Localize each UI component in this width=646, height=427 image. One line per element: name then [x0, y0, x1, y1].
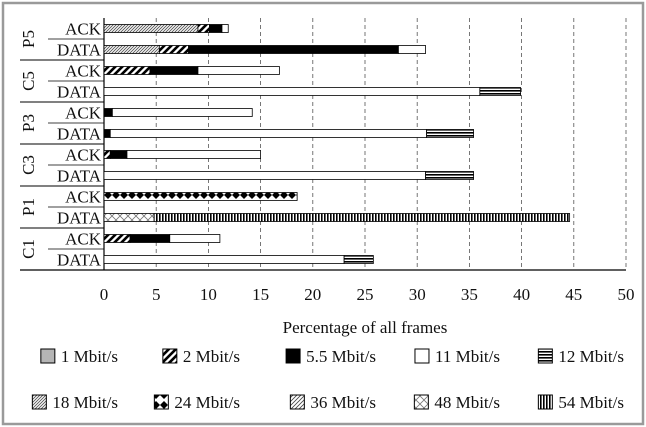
- bar-segment: [221, 24, 229, 33]
- legend-swatch: [153, 394, 169, 410]
- bar-segment: [109, 129, 427, 138]
- bar-segment: [169, 234, 221, 243]
- group-label: P3: [19, 114, 38, 132]
- legend-swatch: [31, 394, 47, 410]
- legend-swatch: [414, 348, 430, 364]
- bar-segment: [197, 66, 280, 75]
- bar-label: ACK: [65, 188, 102, 207]
- legend-label: 2 Mbit/s: [183, 347, 240, 366]
- x-tick-label: 15: [252, 285, 269, 304]
- x-axis-label: Percentage of all frames: [283, 318, 448, 337]
- legend-swatch: [40, 348, 56, 364]
- legend-label: 12 Mbit/s: [558, 347, 624, 366]
- legend-swatch: [162, 348, 178, 364]
- bar-segment: [103, 255, 345, 264]
- bar-label: ACK: [65, 20, 102, 39]
- bar-segment: [197, 24, 210, 33]
- x-tick-label: 40: [513, 285, 530, 304]
- legend-label: 54 Mbit/s: [558, 393, 624, 412]
- bar-segment: [111, 108, 253, 117]
- legend-label: 1 Mbit/s: [61, 347, 118, 366]
- bar-label: ACK: [65, 62, 102, 81]
- x-tick-label: 30: [409, 285, 426, 304]
- bar-segment: [209, 24, 223, 33]
- bar-segment: [188, 45, 399, 54]
- bar-segment: [103, 66, 151, 75]
- bar-segment: [479, 87, 521, 96]
- bar-label: DATA: [57, 83, 102, 102]
- legend-label: 48 Mbit/s: [434, 393, 500, 412]
- legend-label: 36 Mbit/s: [310, 393, 376, 412]
- legend-swatch: [289, 394, 305, 410]
- group-label: P5: [19, 30, 38, 48]
- legend-label: 5.5 Mbit/s: [306, 347, 376, 366]
- bar-label: ACK: [65, 104, 102, 123]
- legend-swatch: [537, 394, 553, 410]
- group-label: C3: [19, 155, 38, 175]
- bar-label: ACK: [65, 146, 102, 165]
- bar-label: DATA: [57, 209, 102, 228]
- bar-label: DATA: [57, 251, 102, 270]
- bar-segment: [153, 213, 571, 222]
- legend-label: 18 Mbit/s: [52, 393, 118, 412]
- bar-segment: [103, 171, 426, 180]
- bar-segment: [426, 129, 474, 138]
- x-tick-label: 20: [304, 285, 321, 304]
- x-tick-label: 35: [461, 285, 478, 304]
- bar-segment: [103, 150, 111, 159]
- bar-segment: [103, 24, 199, 33]
- legend-swatch: [537, 348, 553, 364]
- bar-label: DATA: [57, 41, 102, 60]
- bar-segment: [425, 171, 474, 180]
- legend-swatch: [285, 348, 301, 364]
- x-tick-label: 25: [357, 285, 374, 304]
- legend-swatch: [413, 394, 429, 410]
- x-tick-label: 10: [200, 285, 217, 304]
- bar-segment: [103, 234, 131, 243]
- legend-label: 11 Mbit/s: [435, 347, 500, 366]
- legend-label: 24 Mbit/s: [174, 393, 240, 412]
- x-tick-label: 45: [565, 285, 582, 304]
- bar-segment: [103, 45, 160, 54]
- group-label: C5: [19, 71, 38, 91]
- bar-label: DATA: [57, 125, 102, 144]
- bar-segment: [158, 45, 189, 54]
- bar-label: ACK: [65, 230, 102, 249]
- x-tick-label: 0: [100, 285, 109, 304]
- bar-segment: [129, 234, 171, 243]
- bar-segment: [109, 150, 128, 159]
- bar-segment: [103, 213, 155, 222]
- x-tick-label: 50: [618, 285, 635, 304]
- x-tick-label: 5: [152, 285, 161, 304]
- bar-segment: [149, 66, 199, 75]
- bar-segment: [103, 129, 111, 138]
- bar-segment: [126, 150, 262, 159]
- bar-segment: [103, 192, 298, 201]
- group-label: P1: [19, 198, 38, 216]
- bar-segment: [103, 87, 481, 96]
- bar-label: DATA: [57, 167, 102, 186]
- bar-segment: [103, 108, 113, 117]
- bar-segment: [343, 255, 374, 264]
- group-label: C1: [19, 239, 38, 259]
- bar-segment: [398, 45, 426, 54]
